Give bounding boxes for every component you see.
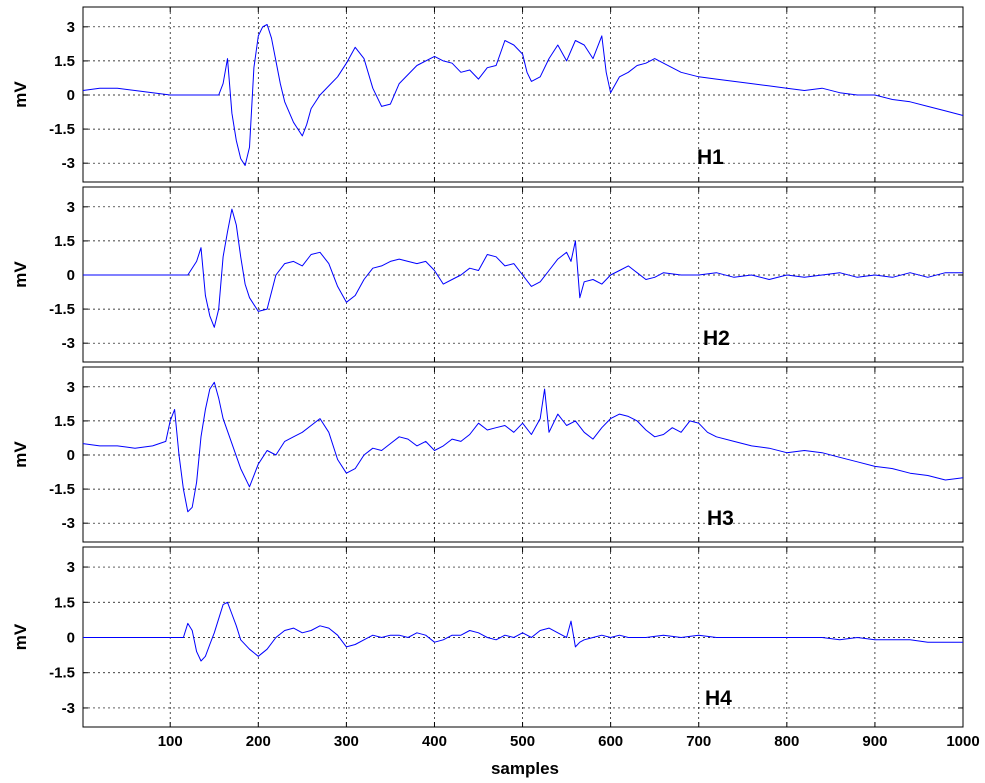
x-tick-label: 500 [510, 733, 535, 750]
panel-label: H2 [703, 327, 730, 350]
y-tick-label: -1.5 [49, 121, 75, 138]
y-tick-label: -1.5 [49, 301, 75, 318]
x-tick-label: 300 [334, 733, 359, 750]
y-tick-label: -1.5 [49, 665, 75, 682]
y-tick-label: -1.5 [49, 481, 75, 498]
y-tick-label: -3 [62, 155, 75, 172]
y-tick-label: -3 [62, 515, 75, 532]
panel-frame [82, 186, 964, 363]
series-line-h1 [82, 24, 964, 166]
x-axis-label: samples [491, 759, 559, 778]
y-tick-label: 3 [67, 559, 75, 576]
x-tick-label: 600 [598, 733, 623, 750]
series-line-h3 [82, 381, 964, 513]
y-axis-label: mV [11, 623, 30, 650]
series-line-h2 [83, 208, 963, 328]
panel-frame [82, 366, 964, 543]
y-tick-label: 1.5 [54, 594, 75, 611]
y-tick-label: -3 [62, 700, 75, 717]
x-tick-label: 1000 [946, 733, 979, 750]
x-tick-label: 900 [862, 733, 887, 750]
y-axis-label: mV [11, 261, 30, 288]
panel-h1: 3 1.5 0 -1.5 -3 mV H1 [11, 6, 964, 183]
y-tick-label: 0 [67, 267, 75, 284]
panel-h2: 3 1.5 0 -1.5 -3 mV H2 [11, 186, 964, 363]
x-tick-label: 100 [158, 733, 183, 750]
panel-frame [82, 546, 964, 728]
x-tick-label: 800 [774, 733, 799, 750]
panel-h4: 3 1.5 0 -1.5 -3 mV H4 [11, 546, 964, 728]
panel-label: H4 [705, 687, 732, 710]
y-tick-label: 0 [67, 630, 75, 647]
y-tick-label: 3 [67, 379, 75, 396]
y-axis-label: mV [11, 81, 30, 108]
panel-label: H3 [707, 507, 734, 530]
y-tick-label: 1.5 [54, 413, 75, 430]
y-tick-label: 0 [67, 447, 75, 464]
x-tick-label: 200 [246, 733, 271, 750]
panel-frame [82, 6, 964, 183]
panel-h3: 3 1.5 0 -1.5 -3 mV H3 [11, 366, 964, 543]
y-tick-label: 3 [67, 199, 75, 216]
y-tick-label: 1.5 [54, 53, 75, 70]
x-tick-label: 400 [422, 733, 447, 750]
panel-label: H1 [697, 146, 724, 169]
x-tick-label: 700 [686, 733, 711, 750]
y-tick-label: 0 [67, 87, 75, 104]
y-tick-label: 1.5 [54, 233, 75, 250]
series-line-h4 [83, 601, 963, 662]
y-tick-label: -3 [62, 335, 75, 352]
y-tick-label: 3 [67, 19, 75, 36]
y-axis-label: mV [11, 441, 30, 468]
